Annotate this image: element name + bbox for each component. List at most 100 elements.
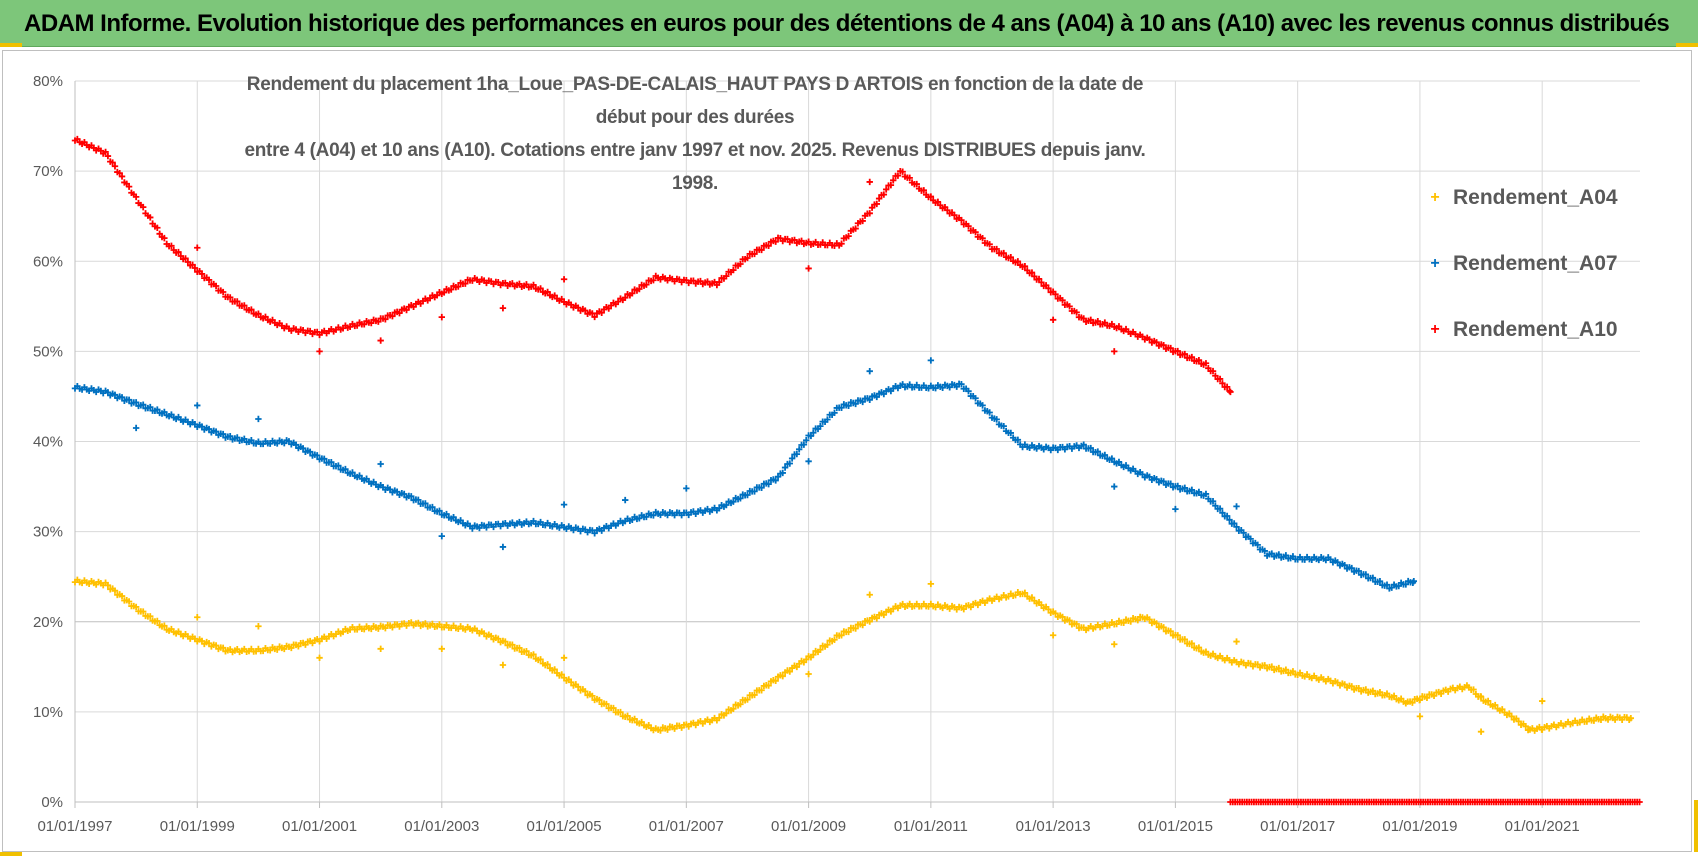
outlier-point-a10 [560, 276, 568, 283]
data-point-a04 [1188, 640, 1196, 647]
data-point-a07 [349, 469, 356, 476]
legend-label-a10: Rendement_A10 [1453, 318, 1618, 341]
data-point-a10 [1195, 356, 1203, 364]
data-point-a04 [1268, 663, 1275, 670]
data-point-a10 [1167, 344, 1174, 352]
outlier-point-a10 [866, 178, 873, 186]
data-point-a07 [1410, 577, 1418, 585]
data-point-a04 [779, 672, 786, 680]
legend-marker-a04: + [1430, 189, 1440, 206]
data-point-a07 [306, 448, 314, 456]
data-point-a10 [951, 211, 958, 219]
data-point-a04 [786, 668, 793, 675]
data-point-a10 [1153, 339, 1160, 346]
data-point-a04 [838, 632, 845, 639]
data-point-a10 [737, 260, 744, 268]
data-point-a04 [1369, 687, 1377, 695]
outlier-point-a04 [1049, 632, 1057, 639]
data-point-a10 [104, 152, 112, 160]
data-point-a10 [375, 318, 382, 325]
data-point-a07 [772, 477, 779, 484]
data-point-a10 [1188, 353, 1196, 361]
data-point-a04 [147, 613, 154, 620]
data-point-a04 [154, 617, 161, 625]
data-point-a04 [765, 682, 772, 689]
data-point-a10 [598, 309, 605, 316]
data-point-a04 [558, 671, 565, 678]
x-tick-label: 01/01/2021 [1505, 818, 1580, 835]
data-point-a07 [650, 512, 657, 519]
data-point-a10 [234, 298, 241, 305]
data-point-a04 [845, 628, 852, 636]
data-point-a07 [429, 503, 436, 511]
outlier-point-a07 [560, 501, 568, 508]
data-point-a10 [132, 193, 140, 201]
data-point-a07 [781, 464, 789, 471]
data-point-a04 [638, 718, 645, 726]
data-point-a07 [1226, 516, 1233, 524]
outlier-point-a07 [377, 460, 384, 468]
data-point-a10 [1202, 360, 1210, 367]
outlier-point-a10 [316, 348, 323, 355]
data-point-a10 [1028, 269, 1036, 276]
outlier-point-a04 [805, 670, 812, 678]
data-point-a07 [845, 402, 852, 410]
data-point-a07 [1108, 455, 1116, 462]
data-point-a07 [1167, 480, 1174, 487]
data-point-a07 [986, 409, 993, 416]
data-point-a07 [111, 391, 119, 399]
chart-legend: + Rendement_A04 + Rendement_A07 + Rendem… [1425, 165, 1655, 363]
data-point-a07 [1101, 451, 1109, 459]
data-point-a04 [1052, 610, 1059, 617]
data-point-a07 [219, 430, 227, 438]
data-point-a07 [866, 396, 873, 404]
outlier-point-a07 [194, 402, 201, 409]
data-point-a07 [793, 450, 801, 458]
data-point-a07 [1355, 567, 1362, 575]
data-point-a10 [716, 278, 723, 286]
data-point-a07 [335, 462, 342, 469]
data-point-a04 [1167, 628, 1174, 635]
data-point-a04 [1409, 699, 1416, 706]
data-point-a04 [873, 615, 880, 622]
data-point-a10 [111, 163, 119, 170]
data-point-a04 [1484, 697, 1492, 705]
data-point-a07 [800, 441, 808, 448]
outlier-point-a04 [377, 645, 384, 652]
data-point-a04 [624, 712, 631, 720]
legend-label-a07: Rendement_A07 [1453, 252, 1618, 275]
data-point-a04 [723, 710, 730, 717]
data-point-a07 [1094, 448, 1101, 455]
data-point-a04 [544, 661, 551, 668]
data-point-a04 [1174, 632, 1181, 639]
data-point-a04 [288, 644, 295, 652]
data-point-a10 [1052, 291, 1059, 298]
data-point-a04 [831, 636, 838, 643]
x-tick-label: 01/01/2015 [1138, 818, 1213, 835]
data-point-a04 [852, 625, 859, 632]
outlier-point-a10 [377, 337, 384, 344]
data-point-a10 [161, 234, 168, 242]
data-point-a10 [389, 313, 396, 320]
data-point-a07 [873, 393, 880, 401]
data-point-a10 [147, 214, 154, 221]
y-tick-label: 50% [33, 343, 63, 360]
x-tick-label: 01/01/2003 [404, 818, 479, 835]
outlier-point-a04 [1538, 697, 1546, 705]
data-point-a10 [866, 210, 873, 217]
data-point-a07 [1341, 562, 1348, 569]
data-point-a10 [1227, 388, 1234, 396]
data-point-a07 [730, 498, 737, 505]
data-point-a04 [1127, 618, 1134, 625]
data-point-a04 [1499, 706, 1506, 713]
data-point-a04 [810, 651, 817, 658]
data-point-a07 [1233, 523, 1240, 531]
data-point-a10 [934, 198, 942, 206]
data-point-a10 [880, 191, 888, 198]
data-point-a10 [1066, 303, 1073, 310]
data-point-a07 [744, 491, 751, 499]
data-point-a07 [1014, 436, 1022, 444]
data-point-a04 [551, 666, 558, 673]
data-point-a10 [1226, 387, 1233, 395]
data-point-a04 [1066, 617, 1073, 624]
